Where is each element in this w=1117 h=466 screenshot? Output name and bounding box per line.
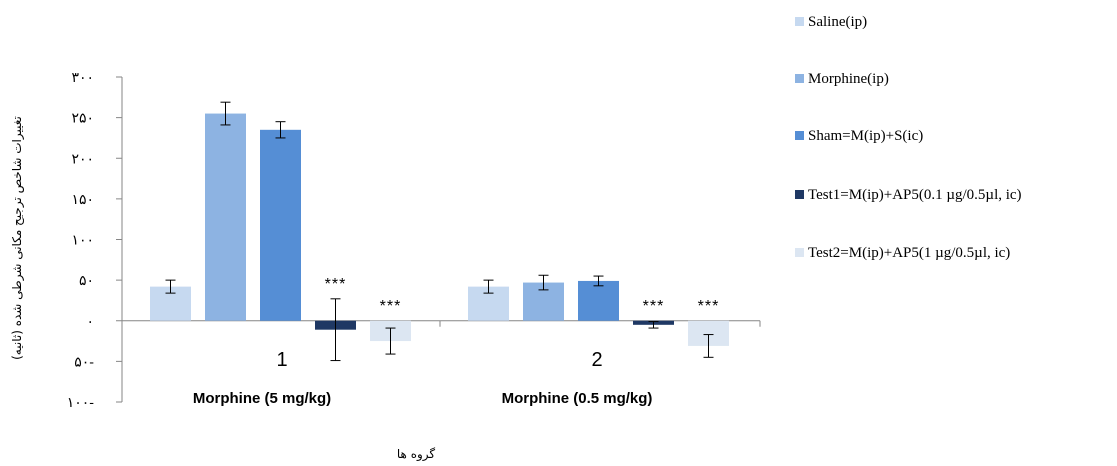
- group-label: Morphine (5 mg/kg): [193, 390, 331, 407]
- legend-label: Test2=M(ip)+AP5(1 µg/0.5µl, ic): [808, 245, 1010, 261]
- y-tick-label: ۱۰۰-: [67, 395, 95, 411]
- y-tick-label: ۳۰۰: [71, 70, 94, 86]
- significance-mark: ***: [698, 298, 720, 315]
- y-tick-label: ۰: [86, 314, 94, 330]
- legend-swatch: [795, 17, 804, 26]
- y-tick-label: ۵۰: [79, 273, 94, 289]
- significance-marks: *** *** *** ***: [325, 276, 720, 315]
- y-tick-label: ۲۵۰: [71, 111, 94, 127]
- bars: [150, 113, 729, 346]
- legend: Saline(ip) Morphine(ip) Sham=M(ip)+S(ic) Te…: [795, 14, 1022, 261]
- category-labels: 1 Morphine (5 mg/kg) 2 Morphine (0.5 mg/kg): [193, 349, 653, 407]
- error-bars: [165, 101, 714, 362]
- y-axis: ۳۰۰ ۲۵۰ ۲۰۰ ۱۵۰ ۱۰۰ ۵۰ ۰ ۵۰- ۱۰۰-: [67, 70, 123, 411]
- legend-swatch: [795, 74, 804, 83]
- y-tick-label: ۵۰-: [74, 354, 94, 370]
- significance-mark: ***: [643, 298, 665, 315]
- group-label: Morphine (0.5 mg/kg): [502, 390, 653, 407]
- bar: [205, 113, 246, 321]
- significance-mark: ***: [325, 276, 347, 293]
- significance-mark: ***: [380, 298, 402, 315]
- y-tick-label: ۲۰۰: [71, 151, 94, 167]
- legend-swatch: [795, 131, 804, 140]
- y-tick-label: ۱۰۰: [71, 233, 94, 249]
- legend-label: Test1=M(ip)+AP5(0.1 µg/0.5µl, ic): [808, 187, 1022, 203]
- legend-swatch: [795, 190, 804, 199]
- x-axis-label: گروه ها: [397, 447, 436, 462]
- legend-label: Morphine(ip): [808, 71, 889, 87]
- category-label: 1: [276, 349, 287, 371]
- bar: [260, 129, 301, 321]
- legend-label: Saline(ip): [808, 14, 867, 30]
- bar: [578, 280, 619, 321]
- legend-swatch: [795, 248, 804, 257]
- y-axis-label: تغییرات شاخص ترجیح مکانی شرطی شده (ثانیه…: [10, 116, 25, 360]
- legend-label: Sham=M(ip)+S(ic): [808, 128, 923, 144]
- y-tick-label: ۱۵۰: [71, 192, 94, 208]
- category-label: 2: [591, 349, 602, 371]
